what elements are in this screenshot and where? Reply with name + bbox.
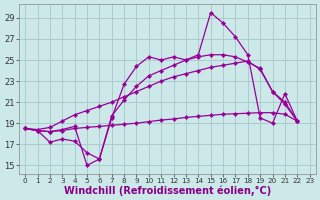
X-axis label: Windchill (Refroidissement éolien,°C): Windchill (Refroidissement éolien,°C) — [64, 185, 271, 196]
